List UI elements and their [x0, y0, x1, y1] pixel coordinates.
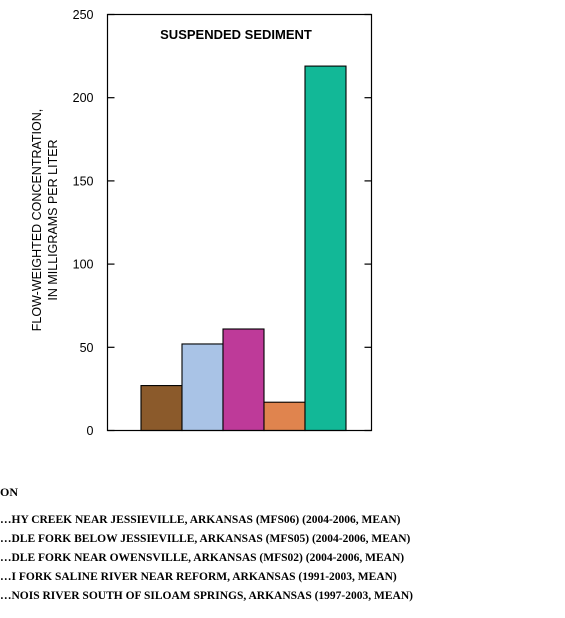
- y-axis-label-line1: FLOW-WEIGHTED CONCENTRATION,: [30, 109, 44, 331]
- y-tick-label-0: 0: [87, 424, 94, 438]
- y-tick-label-5: 250: [73, 8, 94, 22]
- y-tick-label-4: 200: [73, 91, 94, 105]
- y-tick-label-2: 100: [73, 258, 94, 272]
- legend-title: ON: [0, 485, 18, 499]
- legend-entry-1: …HY CREEK NEAR JESSIEVILLE, ARKANSAS (MF…: [0, 514, 401, 526]
- y-tick-label-3: 150: [73, 174, 94, 188]
- legend-entry-4: …I FORK SALINE RIVER NEAR REFORM, ARKANS…: [0, 571, 397, 583]
- y-axis-label-line2: IN MILLIGRAMS PER LITER: [46, 139, 60, 300]
- bar-5: [304, 65, 347, 432]
- legend-entry-3: …DLE FORK NEAR OWENSVILLE, ARKANSAS (MFS…: [0, 552, 404, 564]
- bar-2: [181, 343, 224, 432]
- bar-4: [263, 401, 306, 432]
- plot-area: 0 50 100 150 200 250: [73, 8, 372, 438]
- bar-3: [222, 328, 265, 432]
- bar-1: [140, 385, 183, 432]
- chart-title: SUSPENDED SEDIMENT: [160, 27, 312, 42]
- plot-frame: [106, 13, 373, 432]
- legend: …HY CREEK NEAR JESSIEVILLE, ARKANSAS (MF…: [0, 514, 413, 602]
- y-tick-label-1: 50: [80, 341, 94, 355]
- legend-entry-2: …DLE FORK BELOW JESSIEVILLE, ARKANSAS (M…: [0, 533, 410, 545]
- legend-entry-5: …NOIS RIVER SOUTH OF SILOAM SPRINGS, ARK…: [0, 590, 413, 602]
